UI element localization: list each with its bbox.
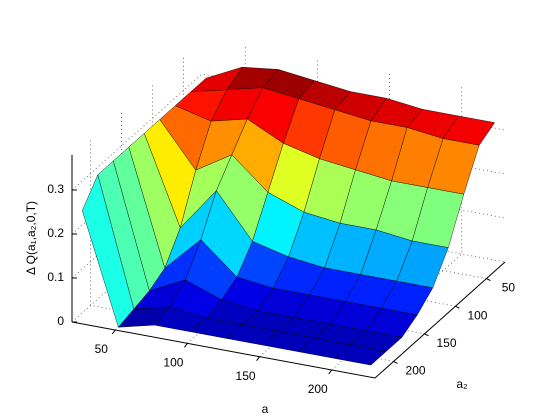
x-tick [256, 356, 260, 361]
y-tick-label: 150 [437, 336, 457, 350]
z-tick-label: 0.2 [47, 226, 64, 240]
y-tick [393, 360, 398, 364]
axis-lines [71, 261, 506, 379]
x-tick-label: 150 [236, 369, 256, 383]
y-axis-label: a₂ [456, 377, 468, 391]
y-tick-label: 50 [502, 281, 516, 295]
y-tick-label: 200 [406, 364, 426, 378]
x-tick-label: 50 [95, 342, 109, 356]
surface-patch [334, 344, 387, 366]
z-axis-label: Δ Q(a₁,a₂,0,T) [24, 201, 38, 275]
x-tick [328, 369, 333, 375]
x-tick-label: 200 [308, 382, 328, 396]
x-tick [184, 343, 188, 348]
z-tick-label: 0 [57, 314, 64, 328]
z-tick-label: 0.3 [47, 182, 64, 196]
y-tick-label: 100 [467, 308, 487, 322]
x-axis-label: a [262, 402, 269, 416]
y-tick [486, 278, 491, 282]
x-tick [111, 329, 116, 335]
y-tick [455, 305, 460, 309]
z-tick-label: 0.1 [47, 270, 64, 284]
x-tick-label: 100 [163, 356, 183, 370]
y-tick [424, 333, 429, 337]
